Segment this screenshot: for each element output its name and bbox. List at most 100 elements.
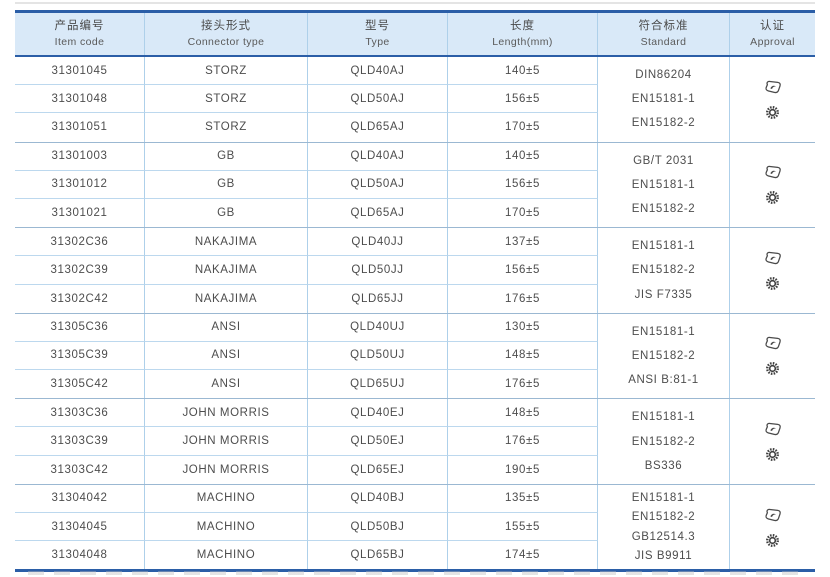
type-cell: QLD40EJ [308, 399, 448, 428]
column-header-length-mm-: 长度 Length(mm) [448, 13, 598, 55]
column-header-type: 型号 Type [308, 13, 448, 55]
item-code-cell: 31305C42 [15, 370, 145, 399]
length-cell: 176±5 [448, 284, 598, 313]
standard-line: JIS B9911 [634, 550, 693, 563]
length-cell: 190±5 [448, 455, 598, 484]
column-header-zh: 接头形式 [201, 20, 251, 33]
approval-cell [730, 485, 815, 570]
row-group-john-morris: 31303C36 JOHN MORRIS QLD40EJ 148±5 31303C39 J… [15, 399, 815, 485]
item-code-cell: 31305C36 [15, 313, 145, 342]
column-header-connector-type: 接头形式 Connector type [145, 13, 308, 55]
connector-type-cell: MACHINO [145, 513, 308, 542]
connector-type-cell: NAKAJIMA [145, 256, 308, 285]
row-group-gb: 31301003 GB QLD40AJ 140±5 31301012 GB QLD50AJ 1… [15, 142, 815, 229]
item-code-cell: 31302C39 [15, 256, 145, 285]
approval-cell [730, 399, 815, 484]
column-header-en: Type [365, 35, 390, 48]
column-header-en: Standard [640, 35, 687, 48]
length-cell: 176±5 [448, 370, 598, 399]
type-cell: QLD50AJ [308, 170, 448, 199]
seal-badge-icon [765, 105, 780, 120]
item-code-cell: 31304042 [15, 484, 145, 513]
length-cell: 170±5 [448, 113, 598, 142]
type-cell: QLD40JJ [308, 228, 448, 257]
type-cell: QLD40BJ [308, 484, 448, 513]
item-code-cell: 31302C36 [15, 228, 145, 257]
row-group-ansi: 31305C36 ANSI QLD40UJ 130±5 31305C39 ANSI QLD5… [15, 313, 815, 400]
product-table: 产品编号 Item code 接头形式 Connector type 型号 Type 长度 L… [15, 10, 815, 573]
column-header-en: Approval [750, 35, 795, 48]
connector-type-cell: STORZ [145, 113, 308, 142]
standard-line: EN15181-1 [631, 492, 696, 505]
connector-type-cell: STORZ [145, 57, 308, 86]
length-cell: 156±5 [448, 85, 598, 114]
standard-line: EN15182-2 [631, 435, 696, 448]
approval-cell [730, 57, 815, 142]
column-header-zh: 长度 [510, 20, 535, 33]
seal-badge-icon [765, 447, 780, 462]
standards-cell: EN15181-1 EN15182-2 BS336 [598, 399, 730, 484]
length-cell: 140±5 [448, 142, 598, 171]
type-cell: QLD50JJ [308, 256, 448, 285]
certificate-stamp-icon [764, 250, 782, 266]
crop-artifact-top [15, 2, 815, 4]
seal-badge-icon [765, 361, 780, 376]
item-code-cell: 31304048 [15, 541, 145, 570]
connector-type-cell: JOHN MORRIS [145, 455, 308, 484]
standard-line: EN15182-2 [631, 117, 696, 130]
approval-cell [730, 228, 815, 313]
type-cell: QLD65BJ [308, 541, 448, 570]
standard-line: BS336 [644, 459, 683, 472]
type-cell: QLD40UJ [308, 313, 448, 342]
standard-line: EN15182-2 [631, 202, 696, 215]
standard-line: DIN86204 [635, 69, 692, 82]
standard-line: EN15181-1 [631, 93, 696, 106]
row-group-storz: 31301045 STORZ QLD40AJ 140±5 31301048 STORZ QL… [15, 57, 815, 143]
connector-type-cell: GB [145, 142, 308, 171]
connector-type-cell: ANSI [145, 370, 308, 399]
certificate-stamp-icon [764, 507, 782, 523]
length-cell: 155±5 [448, 513, 598, 542]
type-cell: QLD50EJ [308, 427, 448, 456]
seal-badge-icon [765, 533, 780, 548]
connector-type-cell: GB [145, 170, 308, 199]
type-cell: QLD65AJ [308, 198, 448, 228]
type-cell: QLD50BJ [308, 513, 448, 542]
item-code-cell: 31301021 [15, 198, 145, 228]
crop-artifact-bottom [28, 571, 803, 575]
row-group-machino: 31304042 MACHINO QLD40BJ 135±5 31304045 MACHI… [15, 484, 815, 570]
column-header-en: Item code [54, 35, 105, 48]
connector-type-cell: NAKAJIMA [145, 284, 308, 313]
standard-line: GB/T 2031 [633, 154, 694, 167]
certificate-stamp-icon [764, 164, 782, 180]
item-code-cell: 31301003 [15, 142, 145, 171]
standards-cell: EN15181-1 EN15182-2 GB12514.3 JIS B9911 [598, 484, 730, 570]
approval-cell [730, 314, 815, 399]
column-header-zh: 产品编号 [54, 20, 105, 33]
column-header-approval: 认证 Approval [730, 13, 815, 55]
approval-cell [730, 143, 815, 228]
length-cell: 170±5 [448, 198, 598, 228]
standards-cell: EN15181-1 EN15182-2 JIS F7335 [598, 228, 730, 313]
column-header-zh: 符合标准 [638, 20, 689, 33]
connector-type-cell: JOHN MORRIS [145, 399, 308, 428]
item-code-cell: 31305C39 [15, 341, 145, 371]
length-cell: 156±5 [448, 256, 598, 285]
length-cell: 176±5 [448, 427, 598, 456]
standard-line: EN15182-2 [631, 511, 696, 524]
type-cell: QLD40AJ [308, 57, 448, 86]
connector-type-cell: NAKAJIMA [145, 228, 308, 257]
type-cell: QLD65UJ [308, 370, 448, 399]
standard-line: EN15181-1 [631, 178, 696, 191]
type-cell: QLD50UJ [308, 341, 448, 371]
connector-type-cell: MACHINO [145, 541, 308, 570]
length-cell: 156±5 [448, 170, 598, 199]
type-cell: QLD65EJ [308, 455, 448, 484]
column-header-en: Connector type [187, 35, 265, 48]
type-cell: QLD65AJ [308, 113, 448, 142]
column-header-zh: 型号 [365, 20, 390, 33]
standard-line: EN15181-1 [631, 240, 696, 253]
column-header-zh: 认证 [760, 20, 785, 33]
column-header-item-code: 产品编号 Item code [15, 13, 145, 55]
seal-badge-icon [765, 276, 780, 291]
